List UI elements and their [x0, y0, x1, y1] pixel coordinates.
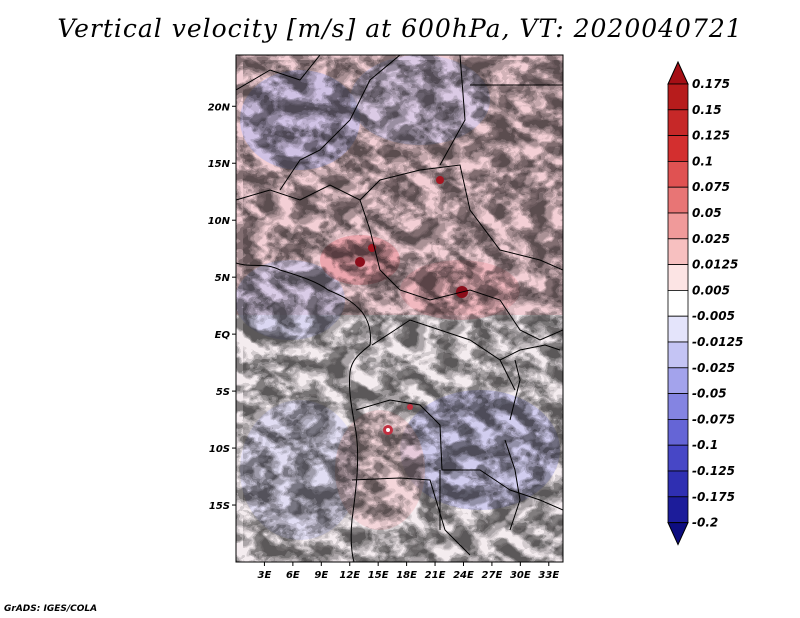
lon-tick-label: 30E: [510, 570, 531, 581]
colorbar-segment: [667, 393, 689, 420]
lat-tick-label: 10N: [208, 216, 231, 227]
lon-tick-label: 33E: [538, 570, 559, 581]
lat-tick-label: EQ: [215, 330, 231, 341]
colorbar-label: 0.125: [692, 129, 730, 143]
colorbar-label: -0.0125: [692, 335, 743, 349]
colorbar-segment: [667, 341, 689, 369]
colorbar-segment: [667, 186, 689, 214]
colorbar-segment: [667, 83, 689, 111]
colorbar-label: -0.005: [692, 309, 735, 323]
lat-tick-label: 10S: [209, 444, 230, 455]
colorbar: 0.175 0.15 0.125 0.1 0.075 0.05 0.025 0.0125 0.0…: [667, 60, 743, 546]
lat-tick-label: 5S: [216, 387, 230, 398]
colorbar-label: 0.05: [692, 206, 722, 220]
boundaries: [236, 55, 563, 562]
colorbar-label: -0.125: [692, 464, 735, 478]
colorbar-label: 0.0125: [692, 258, 738, 272]
colorbar-label: 0.175: [692, 77, 730, 91]
colorbar-label: 0.1: [692, 154, 713, 168]
colorbar-segment: [667, 238, 689, 266]
colorbar-label: -0.1: [692, 438, 718, 452]
colorbar-segment: [667, 135, 689, 162]
longitude-axis: 3E 6E 9E 12E 15E 18E 21E 24E 27E 30E 33E: [258, 562, 559, 581]
colorbar-label: -0.175: [692, 490, 735, 504]
grads-credit: GrADS: IGES/COLA: [4, 604, 98, 614]
lon-tick-label: 12E: [339, 570, 360, 581]
map-frame: [235, 54, 564, 563]
lat-tick-label: 15S: [209, 501, 230, 512]
lon-tick-label: 6E: [286, 570, 300, 581]
lon-tick-label: 27E: [482, 570, 503, 581]
colorbar-label: -0.2: [692, 516, 718, 530]
colorbar-label: -0.075: [692, 412, 735, 426]
colorbar-segment: [667, 315, 689, 343]
colorbar-label: 0.075: [692, 180, 730, 194]
lat-tick-label: 20N: [208, 102, 231, 113]
colorbar-label: 0.025: [692, 232, 730, 246]
velocity-field: [236, 55, 563, 562]
colorbar-max-arrow: [667, 60, 689, 85]
colorbar-segment: [667, 160, 689, 188]
colorbar-segment: [667, 212, 689, 240]
colorbar-segment: [667, 496, 689, 523]
lat-tick-label: 15N: [208, 159, 231, 170]
lon-tick-label: 3E: [258, 570, 272, 581]
lon-tick-label: 24E: [453, 570, 474, 581]
colorbar-segment: [667, 418, 689, 446]
lon-tick-label: 18E: [396, 570, 417, 581]
chart-title: Vertical velocity [m/s] at 600hPa, VT: 2…: [57, 14, 743, 43]
colorbar-segment: [667, 264, 689, 291]
colorbar-segment: [667, 367, 689, 394]
colorbar-segment: [667, 289, 689, 317]
colorbar-label: 0.15: [692, 103, 722, 117]
colorbar-segment: [667, 444, 689, 472]
lat-tick-label: 5N: [215, 273, 231, 284]
colorbar-label: -0.05: [692, 387, 727, 401]
lon-tick-label: 21E: [425, 570, 446, 581]
colorbar-segment: [667, 470, 689, 498]
lon-tick-label: 15E: [368, 570, 389, 581]
colorbar-min-arrow: [667, 522, 689, 546]
colorbar-segment: [667, 109, 689, 137]
latitude-axis: 20N 15N 10N 5N EQ 5S 10S 15S: [208, 102, 236, 512]
colorbar-label: -0.025: [692, 361, 735, 375]
colorbar-label: 0.005: [692, 283, 730, 297]
lon-tick-label: 9E: [314, 570, 328, 581]
